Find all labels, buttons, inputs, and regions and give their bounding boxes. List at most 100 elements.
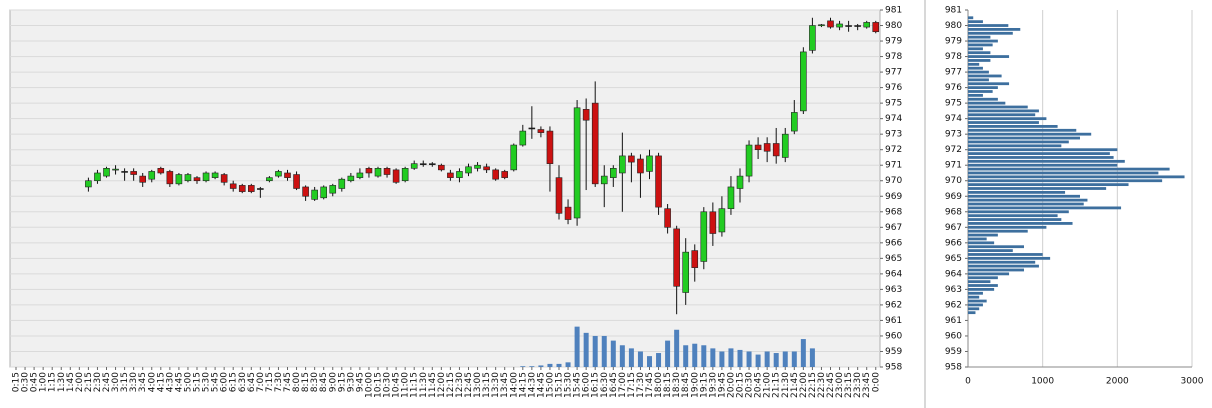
x-tick-label: 1:00 [39,372,49,392]
x-tick-label: 18:45 [681,372,691,398]
y-tick-label: 968 [945,207,962,217]
candle-body [257,188,264,190]
x-tick-label: 11:15 [410,372,420,398]
volume-bar [773,353,779,367]
x-tick-label: 13:45 [500,372,510,398]
candle-body [555,177,563,214]
x-tick-label: 2:15 [84,372,94,392]
candle-body [139,175,146,183]
profile-bar [968,287,995,291]
candle-body [320,186,328,199]
candle-body [85,180,92,188]
profile-bar [968,260,1036,264]
y-tick-label: 972 [885,145,902,155]
volume-bar [565,362,571,367]
x-tick-label: 16:15 [591,372,601,398]
profile-bar [968,35,991,39]
candle-body [546,130,554,164]
candle-body [745,144,753,177]
volume-bar [529,366,535,367]
profile-bar [968,31,1013,35]
candle-body [148,171,156,180]
x-tick-label: 22:15 [808,372,818,398]
profile-bar [968,90,993,93]
candle-body [691,250,699,268]
x-tick-label: 21:15 [772,372,782,398]
profile-bar [968,86,998,90]
profile-bar [968,237,987,241]
x-tick-label: 7:15 [265,372,275,392]
candle-body [347,175,355,182]
profile-bar [968,284,998,287]
x-tick-label: 19:30 [708,372,718,398]
x-tick-label: 18:00 [654,372,664,398]
y-tick-label: 976 [945,83,962,93]
x-tick-label: 12:45 [464,372,474,398]
x-tick-label: 5:45 [211,372,221,392]
volume-bar [547,363,553,367]
x-tick-label: 20:30 [745,372,755,398]
x-tick-label: 19:15 [699,372,709,398]
profile-bar [968,152,1110,155]
profile-bar [968,125,1058,128]
x-tick-label: 14:45 [536,372,546,398]
profile-bar [968,156,1114,159]
x-tick-label: 15:30 [564,372,574,398]
candle-body [465,166,472,174]
x-tick-label: 8:15 [301,372,311,392]
y-tick-label: 972 [945,145,962,155]
profile-bar [968,93,983,97]
candle-body [157,168,165,174]
x-tick-label: 5:00 [183,372,193,392]
profile-bar [968,74,1002,78]
y-tick-label: 973 [885,130,902,140]
candle-body [845,25,852,27]
x-tick-label: 10:45 [392,372,402,398]
candle-body [519,130,527,146]
x-tick-label: 16:45 [609,372,619,398]
volume-bar [601,335,607,367]
volume-bar [538,365,544,367]
x-tick-label: 15:15 [555,372,565,398]
volume-bar [583,332,589,367]
x-tick-label: 11:45 [428,372,438,398]
candle-body [818,24,825,27]
candle-body [428,163,436,165]
candle-body [410,163,418,169]
y-tick-label: 979 [945,37,962,47]
volume-bar [800,339,806,367]
volume-bar [755,354,761,367]
profile-bar [968,295,980,299]
profile-bar [968,311,976,315]
y-tick-label: 966 [945,238,962,248]
x-tick-label: 11:30 [419,372,429,398]
candle-body [619,155,626,174]
profile-bar [968,16,974,20]
profile-bar [968,121,1039,124]
candle-body [682,251,690,293]
candle-body [383,168,391,175]
y-tick-label: 979 [885,37,902,47]
x-tick-label: 8:00 [292,372,302,392]
profile-bar [968,218,1062,221]
candle-body [456,171,463,178]
profile-bar [968,47,983,51]
y-tick-label: 968 [885,207,902,217]
candle-body [609,168,617,178]
candle-body [248,185,255,192]
profile-bar [968,109,1039,113]
profile-bar [968,39,998,43]
y-tick-label: 978 [945,52,962,62]
x-tick-label: 2:00 [75,372,85,392]
candle-body [809,25,816,51]
candle-body [718,208,726,233]
volume-bar [619,345,625,367]
profile-bar [968,43,993,47]
candle-body [302,186,309,197]
y-tick-label: 959 [885,347,902,357]
volume-bar [764,351,770,367]
candle-body [374,168,382,177]
profile-bar [968,51,991,55]
profile-bar [968,291,983,295]
